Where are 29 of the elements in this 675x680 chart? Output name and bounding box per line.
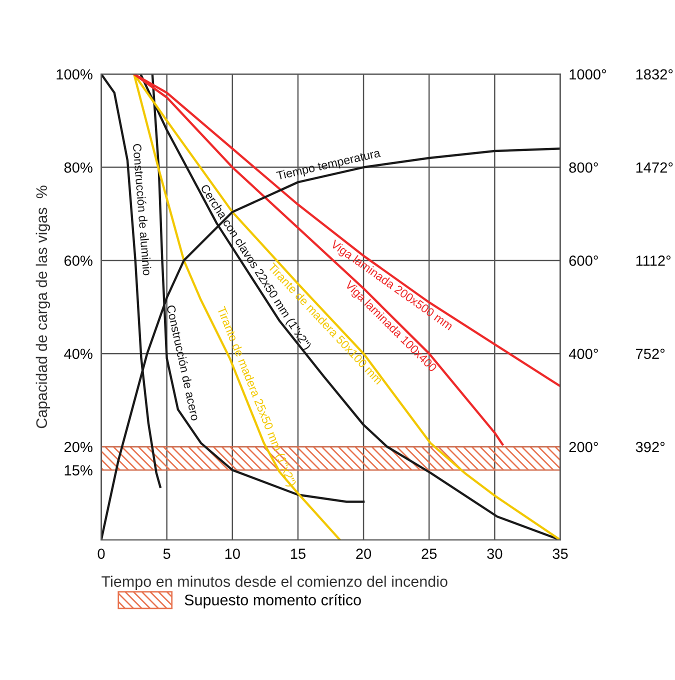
x-tick-label: 15	[290, 548, 306, 559]
text: Construcción de aluminio	[132, 144, 152, 276]
legend-label: Supuesto momento crítico	[184, 594, 361, 608]
x-tick-label: 10	[225, 548, 240, 559]
y-tick-label: 40%	[64, 348, 92, 360]
y2-tick-label: 200°	[569, 442, 598, 452]
y2-tick-label: 400°	[568, 348, 598, 360]
x-axis-title: Tiempo en minutos desde el comienzo del incendio	[102, 576, 448, 590]
y3-tick-label: 1472°	[636, 162, 673, 173]
x-tick-label: 5	[163, 548, 170, 559]
x-tick-label: 25	[422, 548, 437, 559]
y-tick-label: 80%	[64, 162, 92, 173]
y2-tick-label: 800°	[569, 162, 598, 173]
x-tick-label: 35	[552, 548, 568, 559]
y3-tick-label: 1832°	[636, 69, 673, 80]
y3-tick-label: 752°	[636, 348, 665, 360]
y2-tick-label: 600°	[569, 256, 598, 266]
x-tick-label: 0	[98, 548, 105, 559]
y-axis-title: Capacidad de carga de las vigas %	[36, 186, 50, 428]
y-tick-label: 15%	[64, 465, 92, 476]
y-tick-label: 60%	[64, 256, 92, 266]
y2-tick-label: 1000°	[570, 69, 606, 80]
y3-tick-label: 392°	[636, 442, 665, 452]
y-tick-label: 20%	[64, 442, 92, 452]
text: Tiempo temperatura	[276, 148, 382, 182]
y3-tick-label: 1112°	[636, 256, 670, 266]
y-tick-label: 100%	[56, 69, 92, 80]
x-tick-label: 20	[356, 548, 372, 559]
x-tick-label: 30	[487, 548, 502, 559]
